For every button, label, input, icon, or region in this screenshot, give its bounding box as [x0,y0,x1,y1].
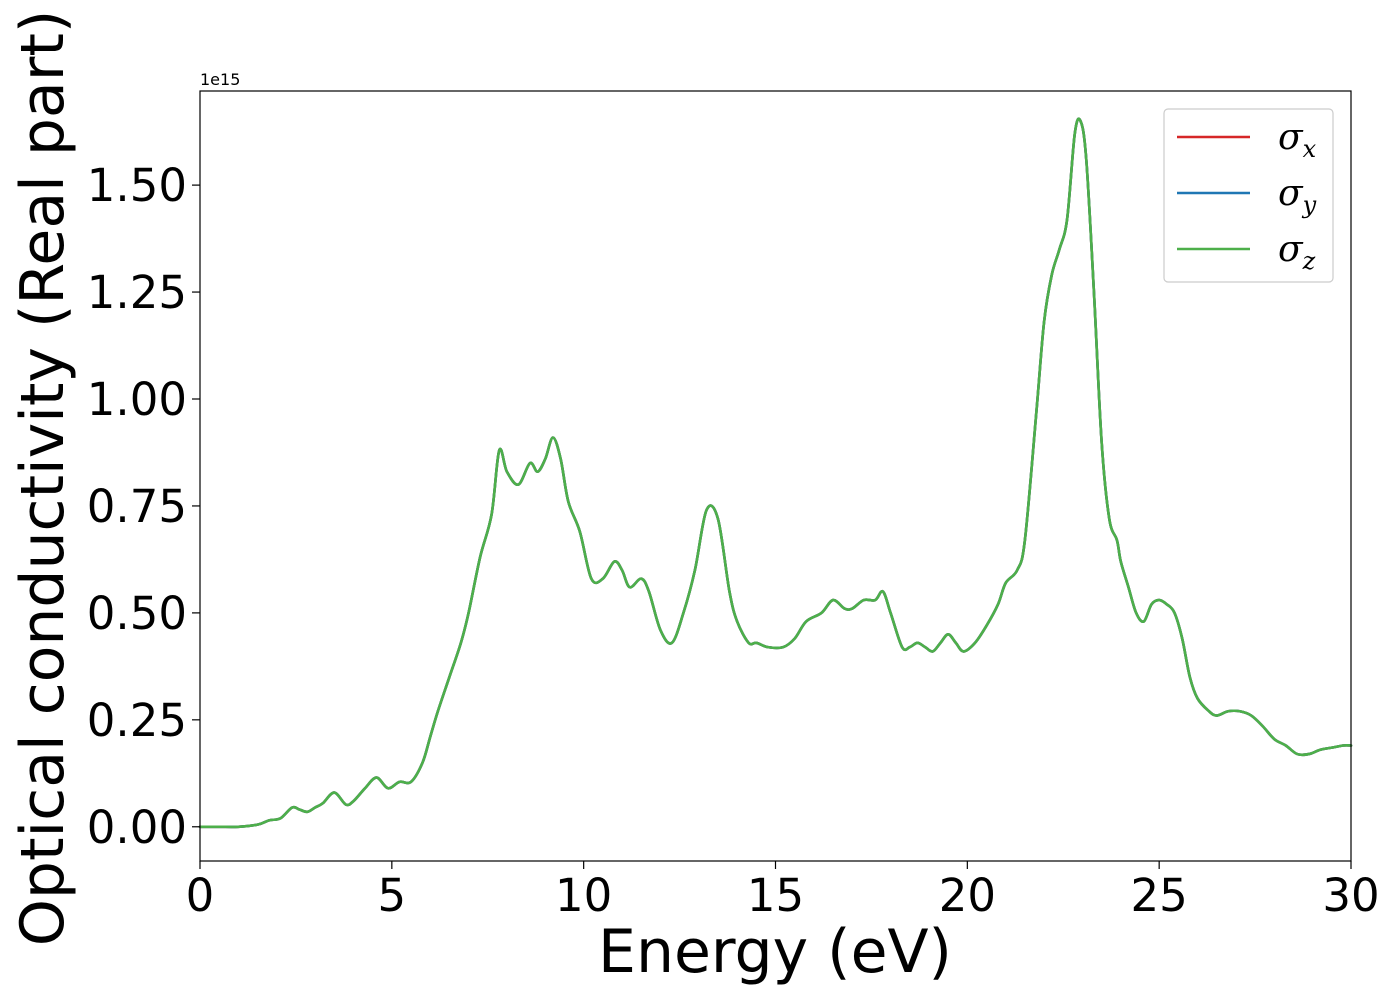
legend-label-sigma-x: σx [1278,117,1317,163]
y-tick-label: 0.25 [87,694,187,747]
y-axis-label: Optical conductivity (Real part) [8,10,78,947]
x-tick-label: 15 [747,869,804,922]
x-tick-label: 5 [378,869,407,922]
x-axis-label: Energy (eV) [598,917,952,987]
x-tick-label: 25 [1131,869,1188,922]
legend-box [1163,108,1334,283]
series-line-sigma-z [198,117,1353,829]
x-axis-ticks: 0 5 10 15 20 25 30 [186,861,1380,922]
legend-label-sigma-z: σz [1278,229,1316,275]
x-tick-label: 0 [186,869,215,922]
x-tick-label: 30 [1322,869,1379,922]
y-axis-offset-text: 1e15 [200,70,240,89]
y-axis-ticks: 0.00 0.25 0.50 0.75 1.00 1.25 1.50 [87,159,200,854]
y-tick-label: 0.50 [87,587,187,640]
y-tick-label: 1.50 [87,159,187,212]
y-tick-label: 1.00 [87,373,187,426]
legend-label-sigma-y: σy [1278,173,1317,219]
y-tick-label: 0.75 [87,480,187,533]
y-tick-label: 0.00 [87,801,187,854]
legend: σx σy σz [1163,108,1334,283]
x-tick-label: 10 [555,869,612,922]
x-tick-label: 20 [939,869,996,922]
series-layer [198,117,1353,829]
y-tick-label: 1.25 [87,266,187,319]
